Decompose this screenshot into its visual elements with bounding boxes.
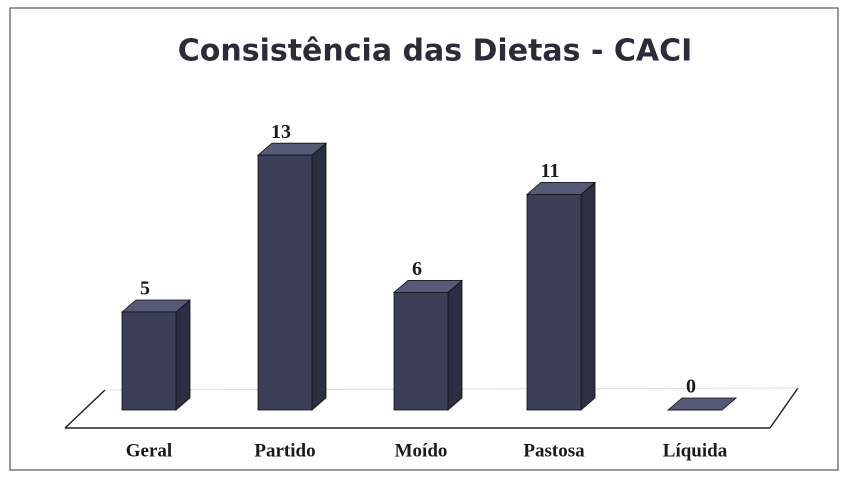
x-tick-label: Geral bbox=[126, 440, 172, 461]
x-tick-label: Moído bbox=[395, 440, 448, 461]
value-label: 13 bbox=[271, 121, 291, 143]
value-label: 5 bbox=[140, 278, 150, 300]
x-tick-label: Líquida bbox=[663, 440, 728, 461]
chart: Consistência das Dietas - CACI Geral 5 Par… bbox=[0, 0, 845, 481]
value-label: 6 bbox=[412, 258, 422, 280]
bar-side bbox=[176, 300, 190, 410]
bar bbox=[527, 194, 581, 410]
bar-side bbox=[581, 182, 595, 410]
value-label: 11 bbox=[541, 160, 560, 182]
x-tick-label: Pastosa bbox=[523, 440, 585, 461]
bar-side bbox=[448, 280, 462, 410]
x-tick-label: Partido bbox=[254, 440, 315, 461]
value-label: 0 bbox=[686, 376, 696, 398]
bar bbox=[258, 155, 312, 410]
bar bbox=[122, 312, 176, 410]
chart-title: Consistência das Dietas - CACI bbox=[178, 34, 693, 69]
bar bbox=[394, 292, 448, 410]
bar-side bbox=[312, 143, 326, 410]
